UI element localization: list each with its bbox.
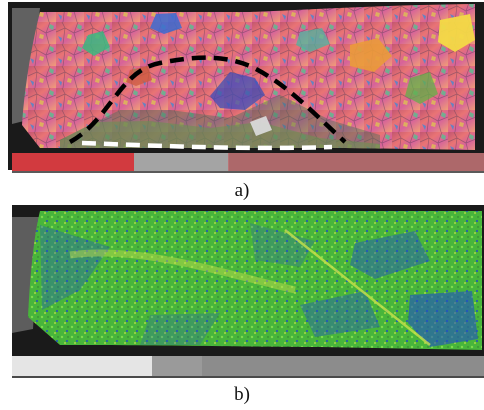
caption-a: a) bbox=[234, 180, 250, 201]
panel-a-orientation-map bbox=[8, 2, 484, 173]
caption-b: b) bbox=[234, 384, 250, 405]
black-dashed-boundary bbox=[68, 55, 347, 144]
white-dashed-boundary bbox=[81, 140, 333, 151]
panel-b-strain-map bbox=[12, 205, 484, 378]
